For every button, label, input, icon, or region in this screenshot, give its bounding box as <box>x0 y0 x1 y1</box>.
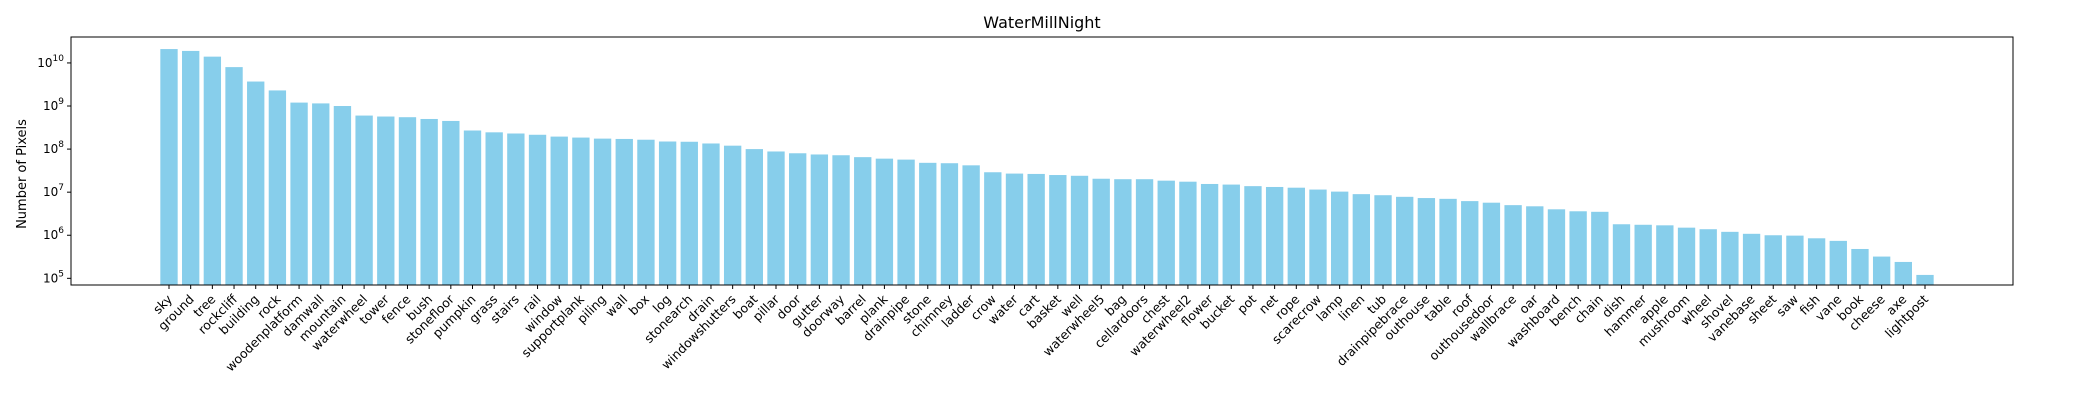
bar-bag <box>1114 179 1132 285</box>
bar-vanebase <box>1742 233 1761 285</box>
y-tick-label: 108 <box>43 140 64 156</box>
bar-linen <box>1352 194 1371 285</box>
bar-tower <box>377 116 395 285</box>
bar-wall <box>615 138 633 285</box>
y-tick-label: 109 <box>43 97 64 113</box>
bar-oar <box>1526 206 1544 285</box>
bar-sky <box>160 49 178 286</box>
bar-hammer <box>1634 224 1652 285</box>
y-tick-label: 1010 <box>37 54 64 70</box>
bar-flower <box>1200 183 1219 285</box>
bar-rockcliff <box>225 67 243 285</box>
bar-outhouse <box>1417 198 1436 285</box>
bar-table <box>1439 198 1457 285</box>
x-tick-label: box <box>625 292 652 319</box>
bar-barrel <box>854 157 872 285</box>
bar-woodenplatform <box>290 102 308 285</box>
bar-box <box>637 139 655 285</box>
y-tick-label: 106 <box>43 226 64 242</box>
y-axis-ticks: 105 106 107 108 109 1010 <box>37 54 71 285</box>
bar-mountain <box>333 106 352 285</box>
bar-rope <box>1287 187 1305 285</box>
bar-basket <box>1049 175 1067 285</box>
bar-roof <box>1461 201 1479 285</box>
bar-stonefloor <box>442 120 460 285</box>
bar-damwall <box>312 103 330 286</box>
bar-cellardoors <box>1135 179 1154 285</box>
bar-waterwheel5 <box>1092 178 1110 285</box>
bar-stairs <box>507 133 525 285</box>
bar-bench <box>1569 211 1587 285</box>
chart-title: WaterMillNight <box>983 13 1100 32</box>
bar-drain <box>702 143 720 285</box>
bar-fish <box>1807 238 1826 285</box>
bar-saw <box>1786 235 1804 285</box>
bar-lamp <box>1331 191 1349 285</box>
y-axis-label: Number of Pixels <box>15 119 30 229</box>
plot-frame <box>70 36 2014 286</box>
bar-ladder <box>962 165 980 285</box>
bar-cheese <box>1872 256 1891 285</box>
bar-bucket <box>1222 184 1240 285</box>
bar-piling <box>593 138 612 285</box>
bar-sheet <box>1764 235 1782 285</box>
bar-drainpipe <box>897 159 915 285</box>
bar-mushroom <box>1677 227 1696 285</box>
bar-well <box>1070 175 1089 285</box>
bar-cart <box>1027 173 1045 285</box>
bar-book <box>1851 248 1869 285</box>
bar-log <box>658 141 677 285</box>
bar-boat <box>745 149 763 285</box>
bar-crow <box>984 172 1002 285</box>
bar-bush <box>420 118 438 285</box>
bar-ground <box>182 50 200 286</box>
bars-group <box>160 49 1934 286</box>
bar-washboard <box>1547 209 1566 285</box>
bar-window <box>550 136 568 285</box>
bar-waterwheel <box>355 115 373 285</box>
bar-pillar <box>767 151 785 285</box>
bar-dish <box>1612 224 1631 285</box>
bar-scarecrow <box>1309 189 1327 285</box>
bar-doorway <box>832 155 850 285</box>
bar-grass <box>485 132 503 285</box>
bar-chimney <box>940 163 959 285</box>
y-tick-label: 105 <box>43 269 64 285</box>
bar-rail <box>528 134 547 285</box>
bar-waterwheel2 <box>1179 181 1197 285</box>
bar-pumpkin <box>463 130 482 285</box>
bar-lightpost <box>1916 274 1934 285</box>
bar-apple <box>1656 225 1674 285</box>
bar-wallbrace <box>1504 205 1522 285</box>
bar-rock <box>268 90 287 286</box>
bar-wheel <box>1699 229 1717 285</box>
bar-vane <box>1829 240 1847 285</box>
bar-fence <box>398 117 417 285</box>
y-tick-label: 107 <box>43 183 64 199</box>
x-tick-label: pot <box>1234 291 1259 316</box>
bar-stone <box>919 162 937 285</box>
bar-drainpipebrace <box>1396 196 1414 285</box>
bar-stonearch <box>680 141 698 285</box>
bar-axe <box>1894 261 1912 285</box>
bar-building <box>247 81 265 285</box>
bar-tree <box>203 56 222 285</box>
bar-chain <box>1591 211 1609 285</box>
bar-gutter <box>810 154 829 285</box>
bar-windowshutters <box>723 145 742 285</box>
bar-water <box>1005 173 1024 285</box>
x-tick-label: linen <box>1335 292 1367 324</box>
x-axis-ticks: skygroundtreerockcliffbuildingrockwooden… <box>150 285 1931 374</box>
bar-chest <box>1157 180 1175 285</box>
bar-supportplank <box>572 137 590 285</box>
x-tick-label: lightpost <box>1882 291 1931 340</box>
bar-tub <box>1374 195 1392 285</box>
bar-plank <box>875 158 894 285</box>
bar-door <box>789 153 807 285</box>
bar-net <box>1265 186 1284 285</box>
bar-outhousedoor <box>1482 202 1501 285</box>
bar-shovel <box>1721 231 1739 285</box>
bar-pot <box>1244 186 1262 285</box>
